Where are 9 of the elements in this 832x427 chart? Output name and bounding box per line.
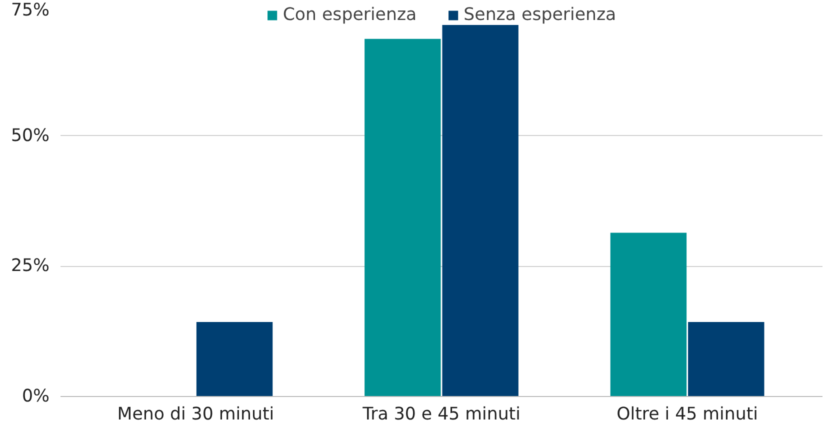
x-tick-label: Tra 30 e 45 minuti — [362, 404, 520, 424]
legend-label: Con esperienza — [282, 5, 417, 25]
y-tick-label: 25% — [10, 256, 50, 276]
legend-label: Senza esperienza — [464, 5, 616, 25]
y-tick-label: 50% — [10, 126, 50, 146]
y-tick-label: 75% — [10, 0, 50, 20]
x-tick-label: Meno di 30 minuti — [117, 404, 274, 424]
y-tick-label: 0% — [22, 386, 50, 406]
x-tick-label: Oltre i 45 minuti — [616, 404, 758, 424]
